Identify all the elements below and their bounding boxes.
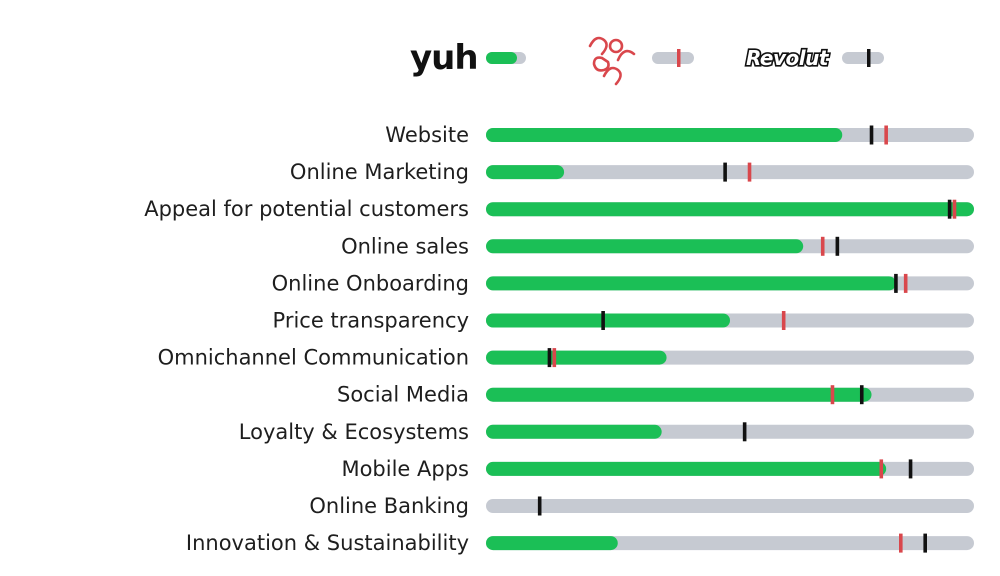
yuh-legend-swatch (486, 52, 526, 64)
yuh-bar (486, 128, 843, 142)
category-label: Appeal for potential customers (144, 197, 469, 221)
row-omnichannel-communication: Omnichannel Communication (158, 346, 974, 370)
revolut-marker (894, 273, 898, 293)
neon-marker (903, 273, 908, 293)
row-social-media: Social Media (337, 383, 974, 407)
category-label: Online Onboarding (272, 271, 469, 295)
row-innovation-and-sustainability: Innovation & Sustainability (186, 531, 974, 555)
yuh-bar (486, 202, 974, 217)
yuh-bar (486, 313, 730, 328)
yuh-bar (486, 536, 618, 551)
track-bar (486, 499, 974, 513)
category-label: Online Marketing (290, 160, 469, 184)
neon-marker (552, 348, 557, 368)
neon-marker (747, 162, 752, 182)
category-label: Social Media (337, 383, 469, 407)
revolut-legend-swatch (842, 49, 884, 67)
row-online-marketing: Online Marketing (290, 160, 974, 184)
category-label: Website (385, 123, 469, 147)
revolut-marker (601, 311, 605, 330)
yuh-bar (486, 276, 896, 291)
row-online-sales: Online sales (341, 234, 974, 258)
revolut-marker (859, 385, 864, 405)
yuh-logo: yuh (410, 38, 478, 78)
row-online-banking: Online Banking (309, 494, 974, 518)
legend-item-yuh: yuh (410, 38, 526, 78)
neon-marker (899, 533, 903, 553)
revolut-marker (547, 348, 552, 368)
category-label: Loyalty & Ecosystems (239, 420, 469, 444)
revolut-marker (947, 199, 952, 219)
row-mobile-apps: Mobile Apps (341, 457, 974, 481)
revolut-marker (742, 422, 747, 442)
yuh-bar (486, 350, 667, 365)
yuh-bar (486, 461, 887, 476)
legend-item-neon: neon (588, 36, 694, 86)
chart-rows: Website Online Marketing Appeal for potent… (144, 123, 974, 555)
row-appeal-for-potential-customers: Appeal for potential customers (144, 197, 974, 221)
revolut-logo: Revolut (746, 46, 830, 70)
neon-marker (879, 459, 884, 479)
neon-legend-swatch (652, 49, 694, 67)
category-label: Online Banking (309, 494, 469, 518)
row-online-onboarding: Online Onboarding (272, 271, 974, 295)
category-label: Innovation & Sustainability (186, 531, 469, 555)
revolut-marker (835, 236, 840, 256)
yuh-bar (486, 387, 872, 402)
neon-marker (820, 236, 825, 256)
neon-marker (952, 199, 957, 219)
category-label: Mobile Apps (341, 457, 469, 481)
legend-item-revolut: Revolut (744, 44, 884, 72)
category-label: Online sales (341, 234, 469, 258)
neon-marker (830, 385, 835, 405)
revolut-marker (908, 459, 913, 479)
yuh-bar (486, 165, 565, 180)
revolut-marker (923, 533, 927, 553)
neon-marker (884, 125, 888, 145)
row-loyalty-and-ecosystems: Loyalty & Ecosystems (239, 420, 974, 444)
neon-logo: neon (588, 36, 636, 86)
legend: yuh neon Revolut (410, 36, 884, 86)
category-label: Omnichannel Communication (158, 346, 469, 370)
neon-logo-text: neon (598, 59, 599, 60)
revolut-marker (869, 125, 874, 145)
track-bar (486, 165, 974, 180)
revolut-marker (537, 496, 542, 516)
revolut-marker (723, 162, 727, 182)
yuh-bar (486, 424, 662, 439)
row-price-transparency: Price transparency (273, 309, 974, 333)
yuh-bar (486, 239, 804, 254)
neon-marker (781, 311, 786, 330)
category-label: Price transparency (273, 309, 469, 333)
row-website: Website (385, 123, 974, 147)
